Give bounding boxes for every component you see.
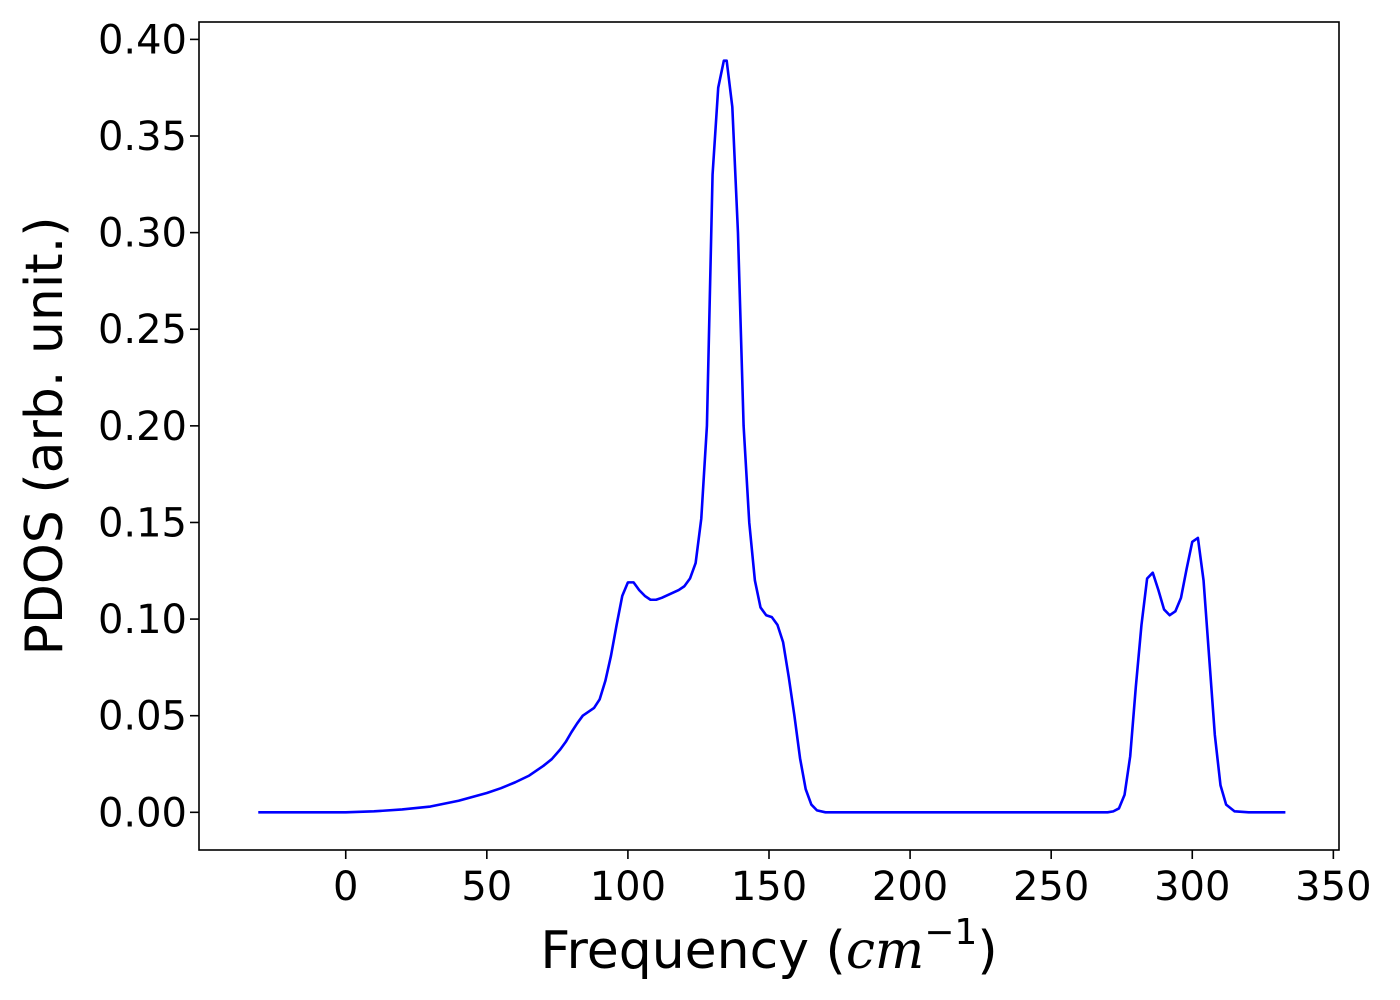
y-tick-label: 0.25 (98, 307, 187, 353)
x-tick-label: 250 (1013, 864, 1089, 910)
y-tick-label: 0.15 (98, 500, 187, 546)
pdos-series-line (258, 59, 1286, 814)
y-tick-label: 0.30 (98, 211, 187, 257)
y-tick-label: 0.40 (98, 17, 187, 63)
x-axis-title-unit: cm (846, 921, 924, 981)
y-tick-label: 0.20 (98, 404, 187, 450)
x-tick-label: 50 (461, 864, 512, 910)
plot-area (199, 22, 1339, 850)
x-tick-label: 0 (333, 864, 358, 910)
x-axis-title-main: Frequency ( (540, 921, 845, 981)
y-axis-title: PDOS (arb. unit.) (15, 216, 75, 655)
y-axis-ticks: 0.00 0.05 0.10 0.15 0.20 0.25 0.30 0.35 0.40 (98, 17, 199, 836)
x-tick-label: 200 (872, 864, 948, 910)
x-tick-label: 350 (1295, 864, 1371, 910)
y-tick-label: 0.10 (98, 597, 187, 643)
x-axis-title-exponent: −1 (924, 912, 977, 953)
x-axis-ticks: 0 50 100 150 200 250 300 350 (333, 850, 1372, 910)
x-tick-label: 100 (590, 864, 666, 910)
y-tick-label: 0.05 (98, 694, 187, 740)
x-axis-title: Frequency (cm−1) (540, 912, 997, 981)
y-tick-label: 0.00 (98, 790, 187, 836)
y-tick-label: 0.35 (98, 114, 187, 160)
x-axis-title-close: ) (977, 921, 997, 981)
x-tick-label: 300 (1154, 864, 1230, 910)
plot-frame (198, 21, 1340, 851)
x-tick-label: 150 (731, 864, 807, 910)
